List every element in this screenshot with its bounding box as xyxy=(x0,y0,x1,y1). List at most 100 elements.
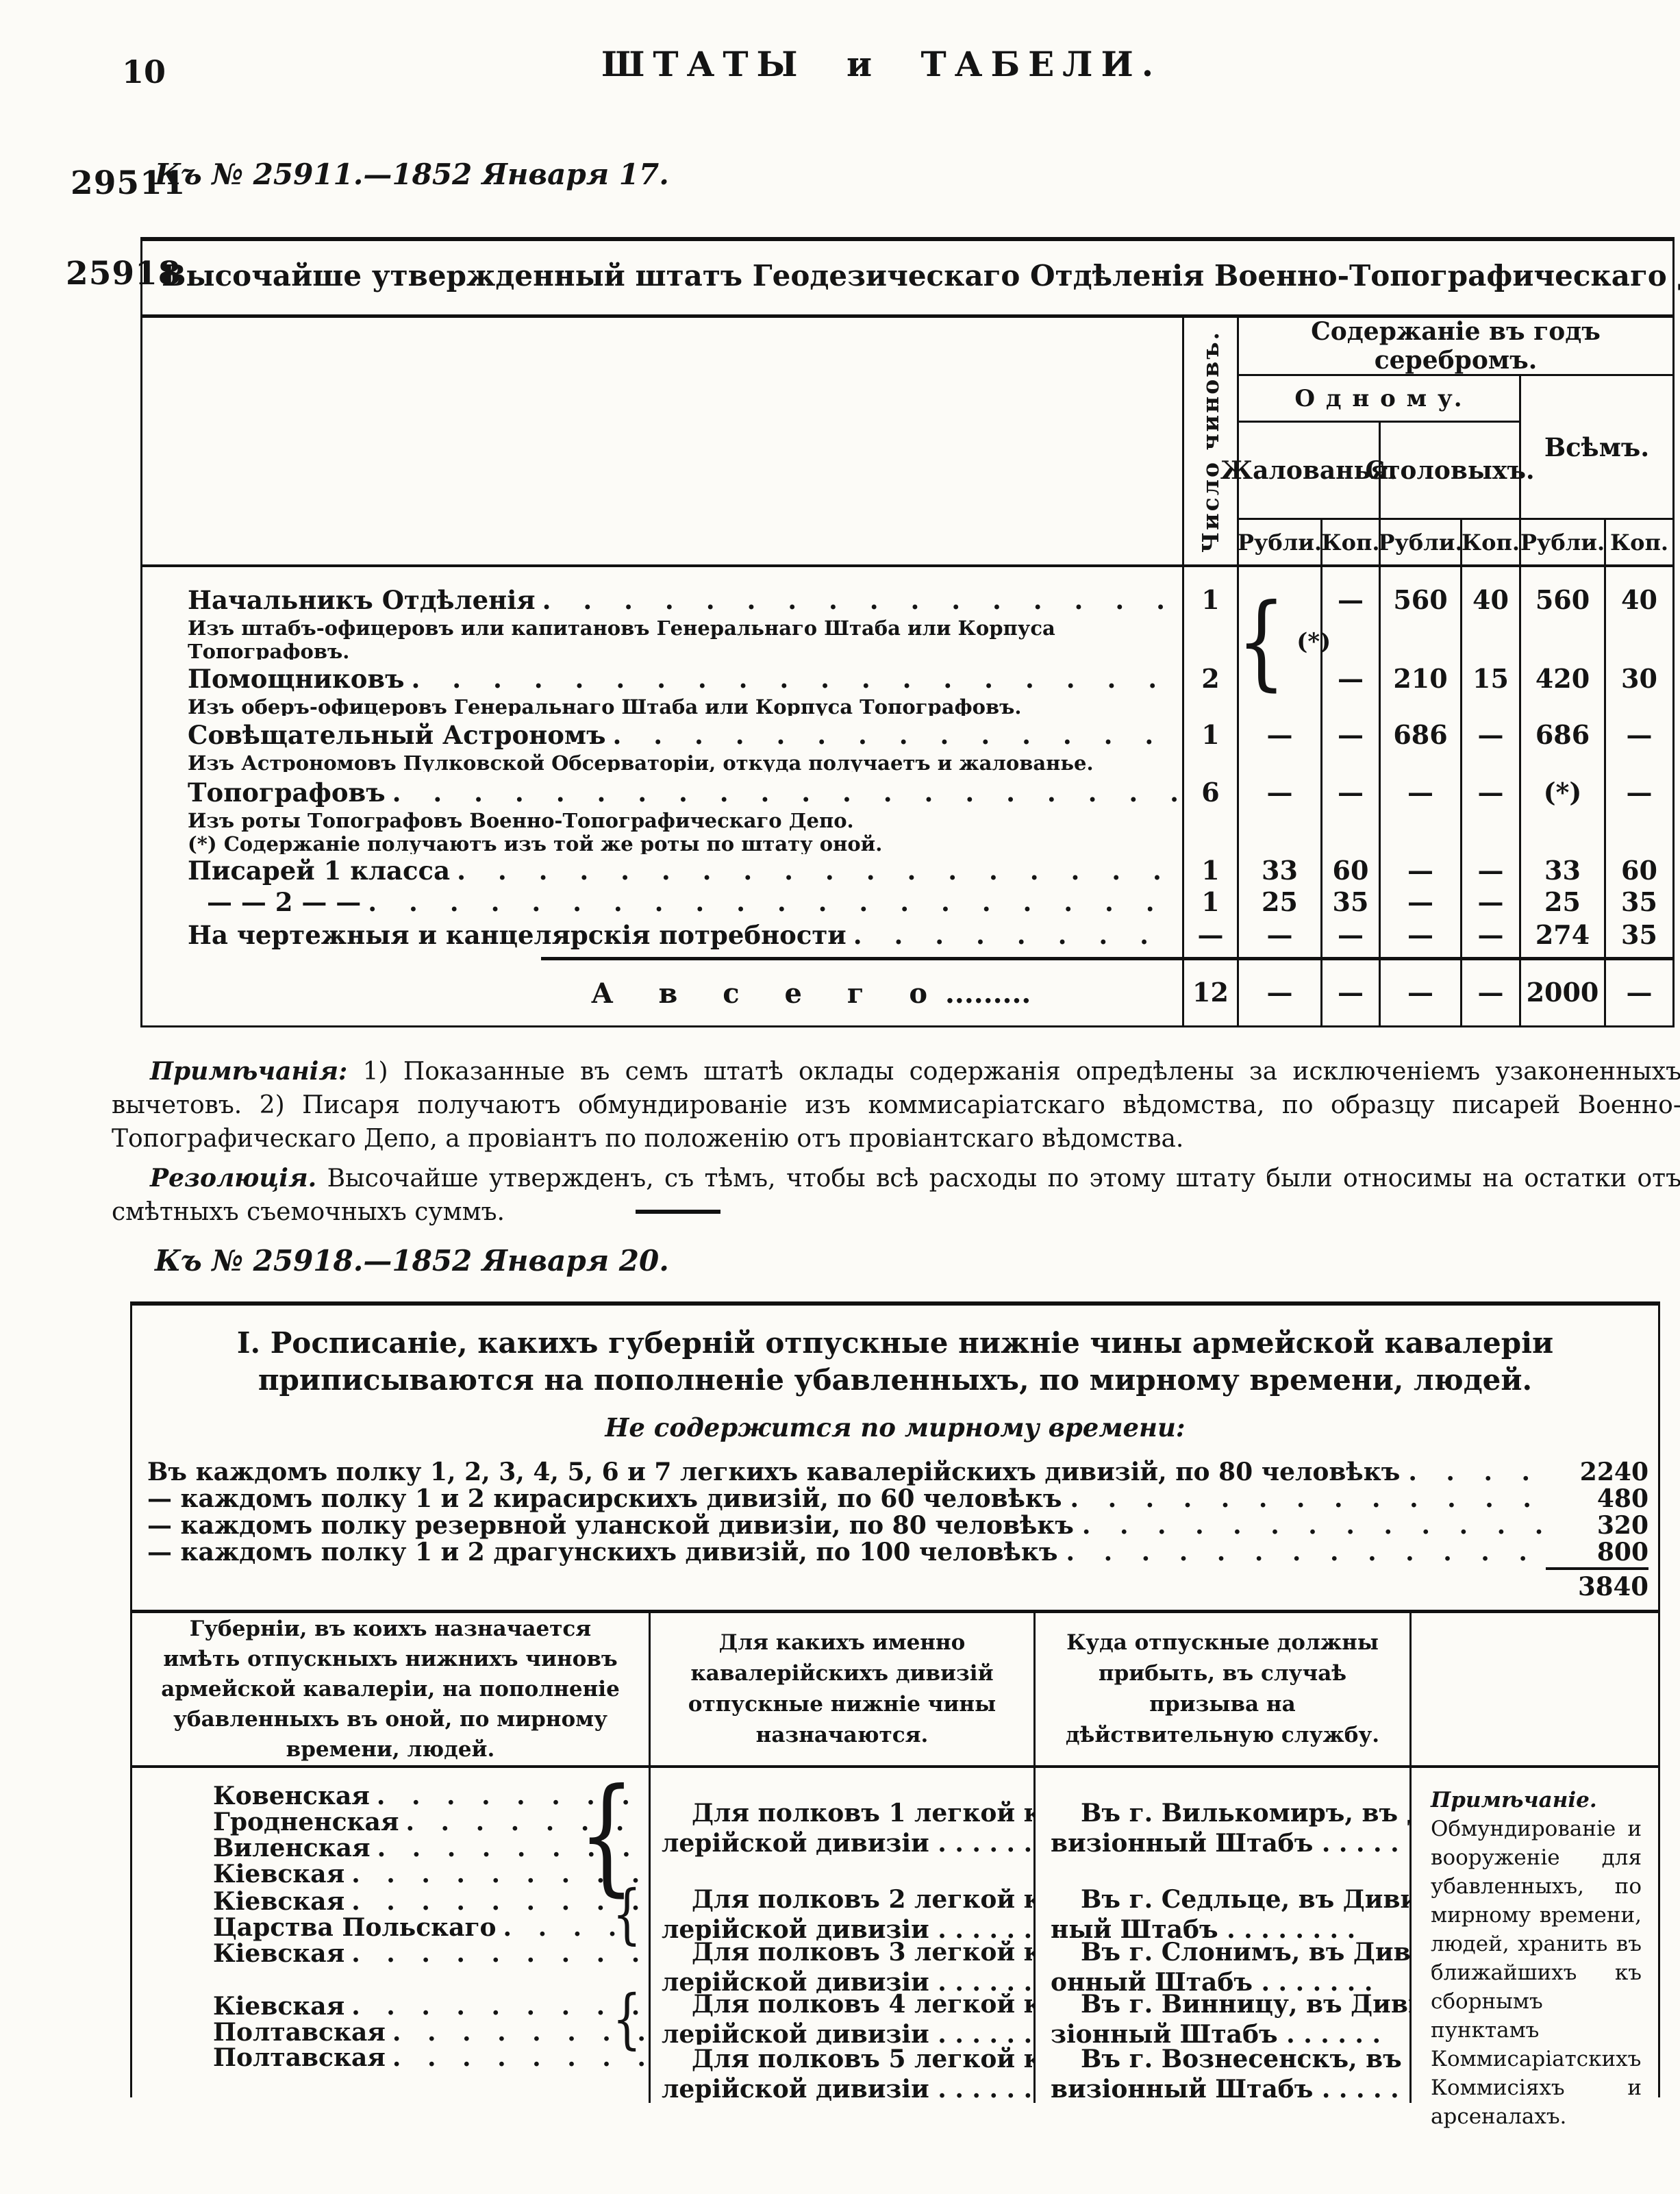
cell-table-rubles: 686 xyxy=(1381,716,1462,772)
resolution-lead: Резолюція. xyxy=(150,1164,317,1193)
cell-all-kopecks: 30 xyxy=(1621,663,1657,694)
page-number: 10 xyxy=(122,53,166,90)
cell-all-kopecks: 60 xyxy=(1621,855,1657,886)
summary-line: — каждомъ полку 1 и 2 драгунскихъ дивизі… xyxy=(147,1538,1648,1567)
cell-table-rubles: 560 xyxy=(1381,567,1462,660)
destination-cell: Въ г. Слонимъ, въ Дивизі- онный Штабъ . … xyxy=(1036,1941,1412,1993)
schedule-body: Ковенская. . . . . . . . . . . . . . . .… xyxy=(132,1768,1658,2129)
row-label: Топографовъ xyxy=(188,777,386,808)
header-to-all: Всѣмъ. xyxy=(1521,376,1672,520)
row-note: Изъ роты Топографовъ Военно-Топографичес… xyxy=(188,809,854,832)
province-line: Кіевская. . . . . . . . . . . . . . . . … xyxy=(213,1888,644,1915)
cell-all-kopecks: — xyxy=(1626,777,1653,808)
province-group: Кіевская. . . . . . . . . . . . . . . . … xyxy=(132,1882,651,1947)
cell-all-rubles: 274 xyxy=(1521,917,1606,957)
cell-salary-kopecks: — xyxy=(1322,716,1381,772)
province-stack: Кіевская. . . . . . . . . . . . . . . . … xyxy=(213,1986,644,2052)
notes-lead: Примѣчанія: xyxy=(150,1057,348,1086)
cell-salary-kopecks: — xyxy=(1322,660,1381,716)
doc1-notes-block: Примѣчанія: 1) Показанные въ семъ штатѣ … xyxy=(112,1055,1680,1235)
cell-salary-rubles: 25 xyxy=(1239,887,1322,917)
cell-all-kopecks: 35 xyxy=(1621,886,1657,917)
table-row: Топографовъ. . . . . . . . . . . . . . .… xyxy=(142,772,1184,854)
dot-leader: . . . . . . . . . . . . . . . . . . . . … xyxy=(368,887,1179,917)
margin-entry-number-29511: 29511 xyxy=(71,164,186,202)
row-label: На чертежныя и канцелярскія потребности xyxy=(188,920,847,950)
staff-table-body: Начальникъ Отдѣленія. . . . . . . . . . … xyxy=(142,567,1672,957)
cell-count: 1 xyxy=(1184,716,1239,772)
row-note: Изъ оберъ-офицеровъ Генеральнаго Штаба и… xyxy=(188,695,1022,716)
total-table-kopecks: — xyxy=(1462,957,1521,1025)
header-salary: Жалованья. xyxy=(1220,423,1397,520)
total-all-kopecks: — xyxy=(1626,977,1653,1008)
cell-table-rubles: — xyxy=(1381,772,1462,854)
schedule-title: I. Росписаніе, какихъ губерній отпускные… xyxy=(236,1326,1554,1397)
row-note: Изъ Астрономовъ Пулковской Обсерваторіи,… xyxy=(188,751,1094,772)
dot-leader: . . . . . . . . . . . . . . . . . . . . … xyxy=(457,856,1179,886)
group-brace: { xyxy=(578,1760,636,1909)
section-divider-rule xyxy=(636,1210,720,1214)
margin-entry-number-25918: 25918 xyxy=(66,255,181,292)
dot-leader: . . . . . . . . . . . . . . . . . . . . … xyxy=(853,920,1179,950)
province-group: Кіевская. . . . . . . . . . . . . . . . … xyxy=(132,1986,651,2052)
row-label: Совѣщательный Астрономъ xyxy=(188,720,606,750)
cell-all-rubles: 33 xyxy=(1521,854,1606,887)
summary-value: 480 xyxy=(1596,1484,1648,1513)
dot-leader: . . . . . . . . . . . . . . . . . . . . … xyxy=(542,585,1179,615)
summary-value: 320 xyxy=(1596,1511,1648,1540)
brace-glyph: { xyxy=(1236,582,1286,701)
cell-table-rubles: — xyxy=(1381,917,1462,957)
header-maintenance: Содержаніе въ годъ серебромъ. xyxy=(1239,317,1672,376)
header-table-kopecks: Коп. xyxy=(1462,520,1521,564)
cell-salary-rubles: 33 xyxy=(1239,854,1322,887)
cell-table-kopecks: — xyxy=(1462,716,1521,772)
total-label: А в с е г о......... xyxy=(142,957,1184,1025)
staff-table-total-row: А в с е г о......... 12 — — — — 2000 — xyxy=(142,957,1672,1025)
header-all-rubles: Рубли. xyxy=(1520,520,1606,564)
dot-leader: . . . . . . . . . . . . . . . . . . . . … xyxy=(351,1993,644,2019)
group-brace: { xyxy=(612,1981,641,2057)
doc2-heading: Къ № 25918.—1852 Января 20. xyxy=(155,1244,669,1277)
province-group: Полтавская. . . . . . . . . . . . . . . … xyxy=(132,2045,651,2103)
schedule-header-row: Губерніи, въ коихъ назначается имѣть отп… xyxy=(132,1610,1658,1768)
cell-count: — xyxy=(1184,917,1239,957)
doc1-heading: Къ № 25911.—1852 Января 17. xyxy=(155,158,669,191)
cell-table-kopecks: — xyxy=(1462,854,1521,887)
header-all-kopecks: Коп. xyxy=(1609,529,1668,556)
staff-table-header: Число чиновъ. Содержаніе въ годъ серебро… xyxy=(142,317,1672,567)
province-line: Ковенская. . . . . . . . . . . . . . . .… xyxy=(213,1783,644,1809)
cell-count: 1 xyxy=(1184,567,1239,660)
running-title: ШТАТЫ и ТАБЕЛИ. xyxy=(601,44,1162,84)
header-to-one: О д н о м у. xyxy=(1239,376,1521,423)
summary-line: — каждомъ полку 1 и 2 кирасирскихъ дивиз… xyxy=(147,1484,1648,1513)
province-line: Царства Польскаго. . . . . . . . . . . .… xyxy=(213,1915,644,1941)
header-number-of-ranks-label: Число чиновъ. xyxy=(1197,329,1224,553)
header-number-of-ranks: Число чиновъ. xyxy=(1184,318,1239,564)
province-stack: Кіевская. . . . . . . . . . . . . . . . … xyxy=(213,1882,644,1947)
dot-leader: . . . . . . . . . . . . . . . . . . . . … xyxy=(1081,1512,1546,1539)
cell-salary-kopecks: — xyxy=(1322,917,1381,957)
cell-table-kopecks: 40 xyxy=(1462,567,1521,660)
cell-salary-kopecks: 35 xyxy=(1322,887,1381,917)
dot-leader: . . . . . . . . . . . . . . . . . . . . … xyxy=(503,1915,644,1941)
cell-all-rubles: (*) xyxy=(1521,772,1606,854)
summary-value: 2240 xyxy=(1579,1458,1648,1486)
province-stack: Ковенская. . . . . . . . . . . . . . . .… xyxy=(213,1771,644,1898)
cell-all-kopecks: 40 xyxy=(1621,584,1657,615)
destination-cell: Въ г. Вознесенскъ, въ Ди- визіонный Штаб… xyxy=(1036,2045,1412,2103)
province-line: Кіевская. . . . . . . . . . . . . . . . … xyxy=(213,1993,644,2019)
cell-table-kopecks: — xyxy=(1462,887,1521,917)
schedule-col-header-destination: Куда отпускные должны прибыть, въ случаѣ… xyxy=(1036,1613,1412,1765)
cell-all-kopecks: 35 xyxy=(1621,919,1657,950)
dot-leader: . . . . . . . . . . . . . . . . . . . . … xyxy=(392,2019,644,2045)
schedule-note-lead: Примѣчаніе. xyxy=(1431,1788,1597,1812)
cell-salary-rubles: — xyxy=(1239,917,1322,957)
row-label: Помощниковъ xyxy=(188,664,405,694)
dot-leader: . . . . . . . . . . . . . . . . . . . . … xyxy=(376,1783,644,1809)
summary-total: 3840 xyxy=(1546,1567,1648,1601)
cell-salary-kopecks: — xyxy=(1322,567,1381,660)
division-cell: Для полковъ 2 легкой кава- лерійской див… xyxy=(651,1888,1036,1941)
row-note: Изъ штабъ-офицеровъ или капитановъ Генер… xyxy=(188,616,1055,660)
dot-leader: . . . . . . . . . . . . . . . . . . . . … xyxy=(392,777,1179,808)
